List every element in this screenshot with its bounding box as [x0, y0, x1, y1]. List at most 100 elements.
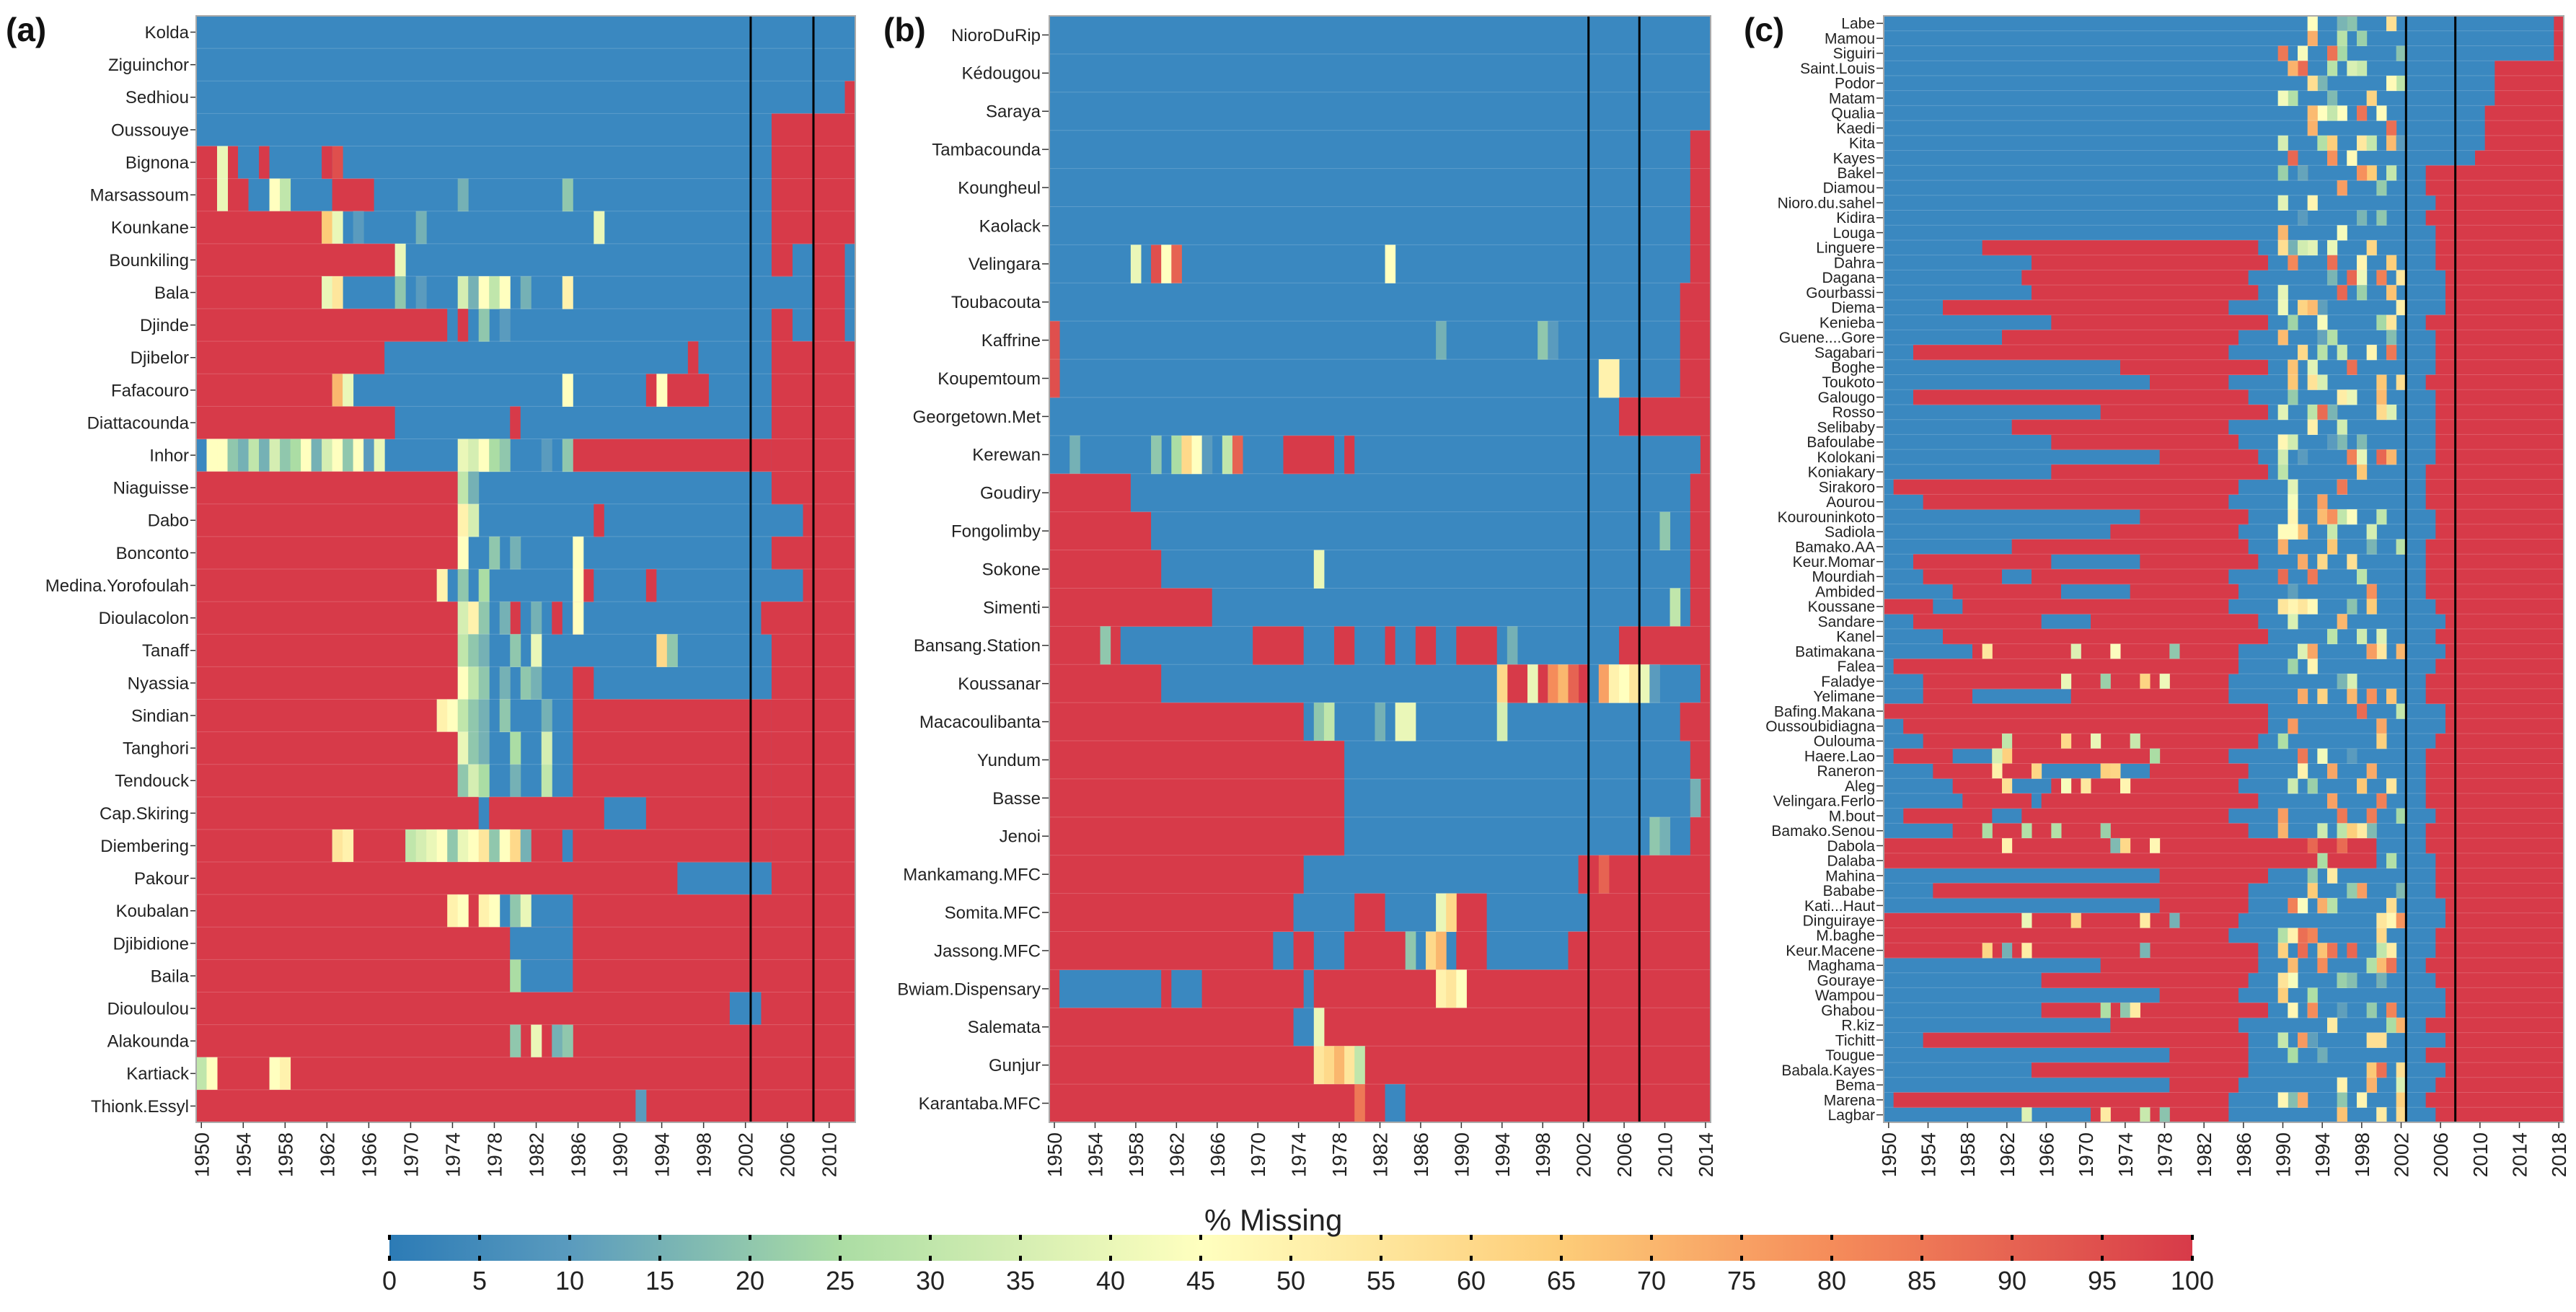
cell	[227, 439, 239, 472]
station-label: Bonconto	[116, 544, 189, 563]
row-sindian	[196, 698, 855, 733]
missing-block	[1354, 893, 1385, 933]
missing-block	[552, 602, 563, 635]
station-label: Georgetown.Met	[913, 408, 1041, 427]
missing-block	[2425, 1017, 2564, 1034]
cell	[2327, 868, 2338, 884]
cell	[2288, 1003, 2298, 1018]
missing-block	[2445, 718, 2564, 734]
cell	[2169, 643, 2180, 659]
cell	[2277, 135, 2288, 151]
cell	[457, 439, 469, 472]
cell	[2396, 1017, 2407, 1034]
missing-block	[1690, 550, 1711, 589]
cell	[1659, 511, 1671, 551]
missing-block	[1619, 397, 1711, 436]
cell	[2288, 659, 2298, 674]
legend-tick-label: 15	[645, 1266, 674, 1295]
cell	[2288, 599, 2298, 615]
station-label: Niaguisse	[113, 479, 189, 498]
cell	[2277, 1092, 2288, 1108]
missing-block	[1049, 969, 1060, 1008]
row-toukoto	[1884, 374, 2564, 390]
station-label: Djinde	[140, 316, 189, 335]
cell	[510, 536, 521, 570]
cell	[2277, 972, 2288, 988]
row-kenieba	[1884, 314, 2564, 330]
missing-block	[2002, 330, 2238, 345]
row-jassong-mfc	[1049, 931, 1711, 970]
cell	[2347, 748, 2357, 764]
station-label: Djibidione	[113, 934, 189, 954]
row-dioulacolon	[196, 601, 855, 635]
cell	[343, 439, 354, 472]
missing-block	[1972, 643, 2238, 659]
legend-tick-label: 30	[916, 1266, 945, 1295]
missing-block	[2554, 16, 2564, 32]
missing-block	[196, 178, 218, 212]
station-label: Tambacounda	[932, 141, 1041, 160]
cell	[2277, 823, 2288, 839]
row-nyassia	[196, 666, 855, 700]
cell	[2002, 778, 2013, 794]
cell	[415, 211, 427, 245]
cell	[2357, 285, 2368, 301]
station-label: Louga	[1833, 225, 1876, 242]
missing-block	[2484, 105, 2564, 121]
cell	[2140, 674, 2151, 690]
cell	[2386, 853, 2397, 869]
row-m-baghe	[1884, 928, 2564, 943]
cell	[2337, 45, 2347, 61]
missing-block	[1690, 588, 1711, 627]
cell	[1649, 816, 1660, 856]
cell	[2277, 1032, 2288, 1048]
row-kolokani	[1884, 449, 2564, 465]
row-tougue	[1884, 1047, 2564, 1063]
cell	[2396, 912, 2407, 929]
missing-block	[2445, 614, 2564, 630]
x-tick-label: 1990	[609, 1132, 632, 1177]
cell	[2347, 823, 2357, 839]
x-tick-label: 1986	[2233, 1132, 2255, 1177]
row-bansang-station	[1049, 625, 1711, 665]
station-label: Macacoulibanta	[919, 713, 1041, 732]
cell	[2288, 314, 2298, 330]
cell	[457, 894, 469, 928]
cell	[2376, 793, 2387, 809]
missing-block	[2150, 763, 2249, 779]
row-podor	[1884, 75, 2564, 92]
missing-block	[2169, 1077, 2238, 1093]
row-cap-skiring	[196, 796, 855, 830]
cell	[447, 894, 459, 928]
missing-block	[1578, 664, 1589, 703]
available-block	[1385, 1084, 1406, 1123]
cell	[2277, 434, 2288, 450]
cell	[2357, 30, 2368, 46]
cell	[2327, 255, 2338, 270]
missing-block	[196, 862, 678, 895]
row-baila	[196, 959, 855, 993]
cell	[1598, 359, 1610, 398]
missing-block	[2425, 748, 2564, 764]
missing-block	[803, 569, 855, 602]
cell	[2298, 763, 2308, 779]
missing-block	[332, 178, 374, 212]
row-georgetown-met	[1049, 397, 1711, 436]
panel-c-label: (c)	[1744, 11, 1785, 48]
missing-block	[813, 276, 845, 309]
station-label: Oussoubidiagna	[1765, 718, 1875, 735]
cell	[1232, 435, 1243, 475]
row-aourou	[1884, 493, 2564, 510]
panel-a-label: (a)	[6, 11, 47, 48]
cell	[2396, 1092, 2407, 1108]
missing-block	[2435, 659, 2564, 674]
missing-block	[1884, 912, 2238, 929]
missing-block	[1415, 626, 1437, 665]
station-label: Keur.Macene	[1786, 943, 1875, 959]
cell	[1151, 245, 1162, 283]
cell	[426, 829, 438, 863]
cell	[2347, 943, 2357, 959]
cell	[2100, 1107, 2111, 1123]
missing-block	[1933, 883, 2249, 899]
cell	[468, 503, 480, 537]
